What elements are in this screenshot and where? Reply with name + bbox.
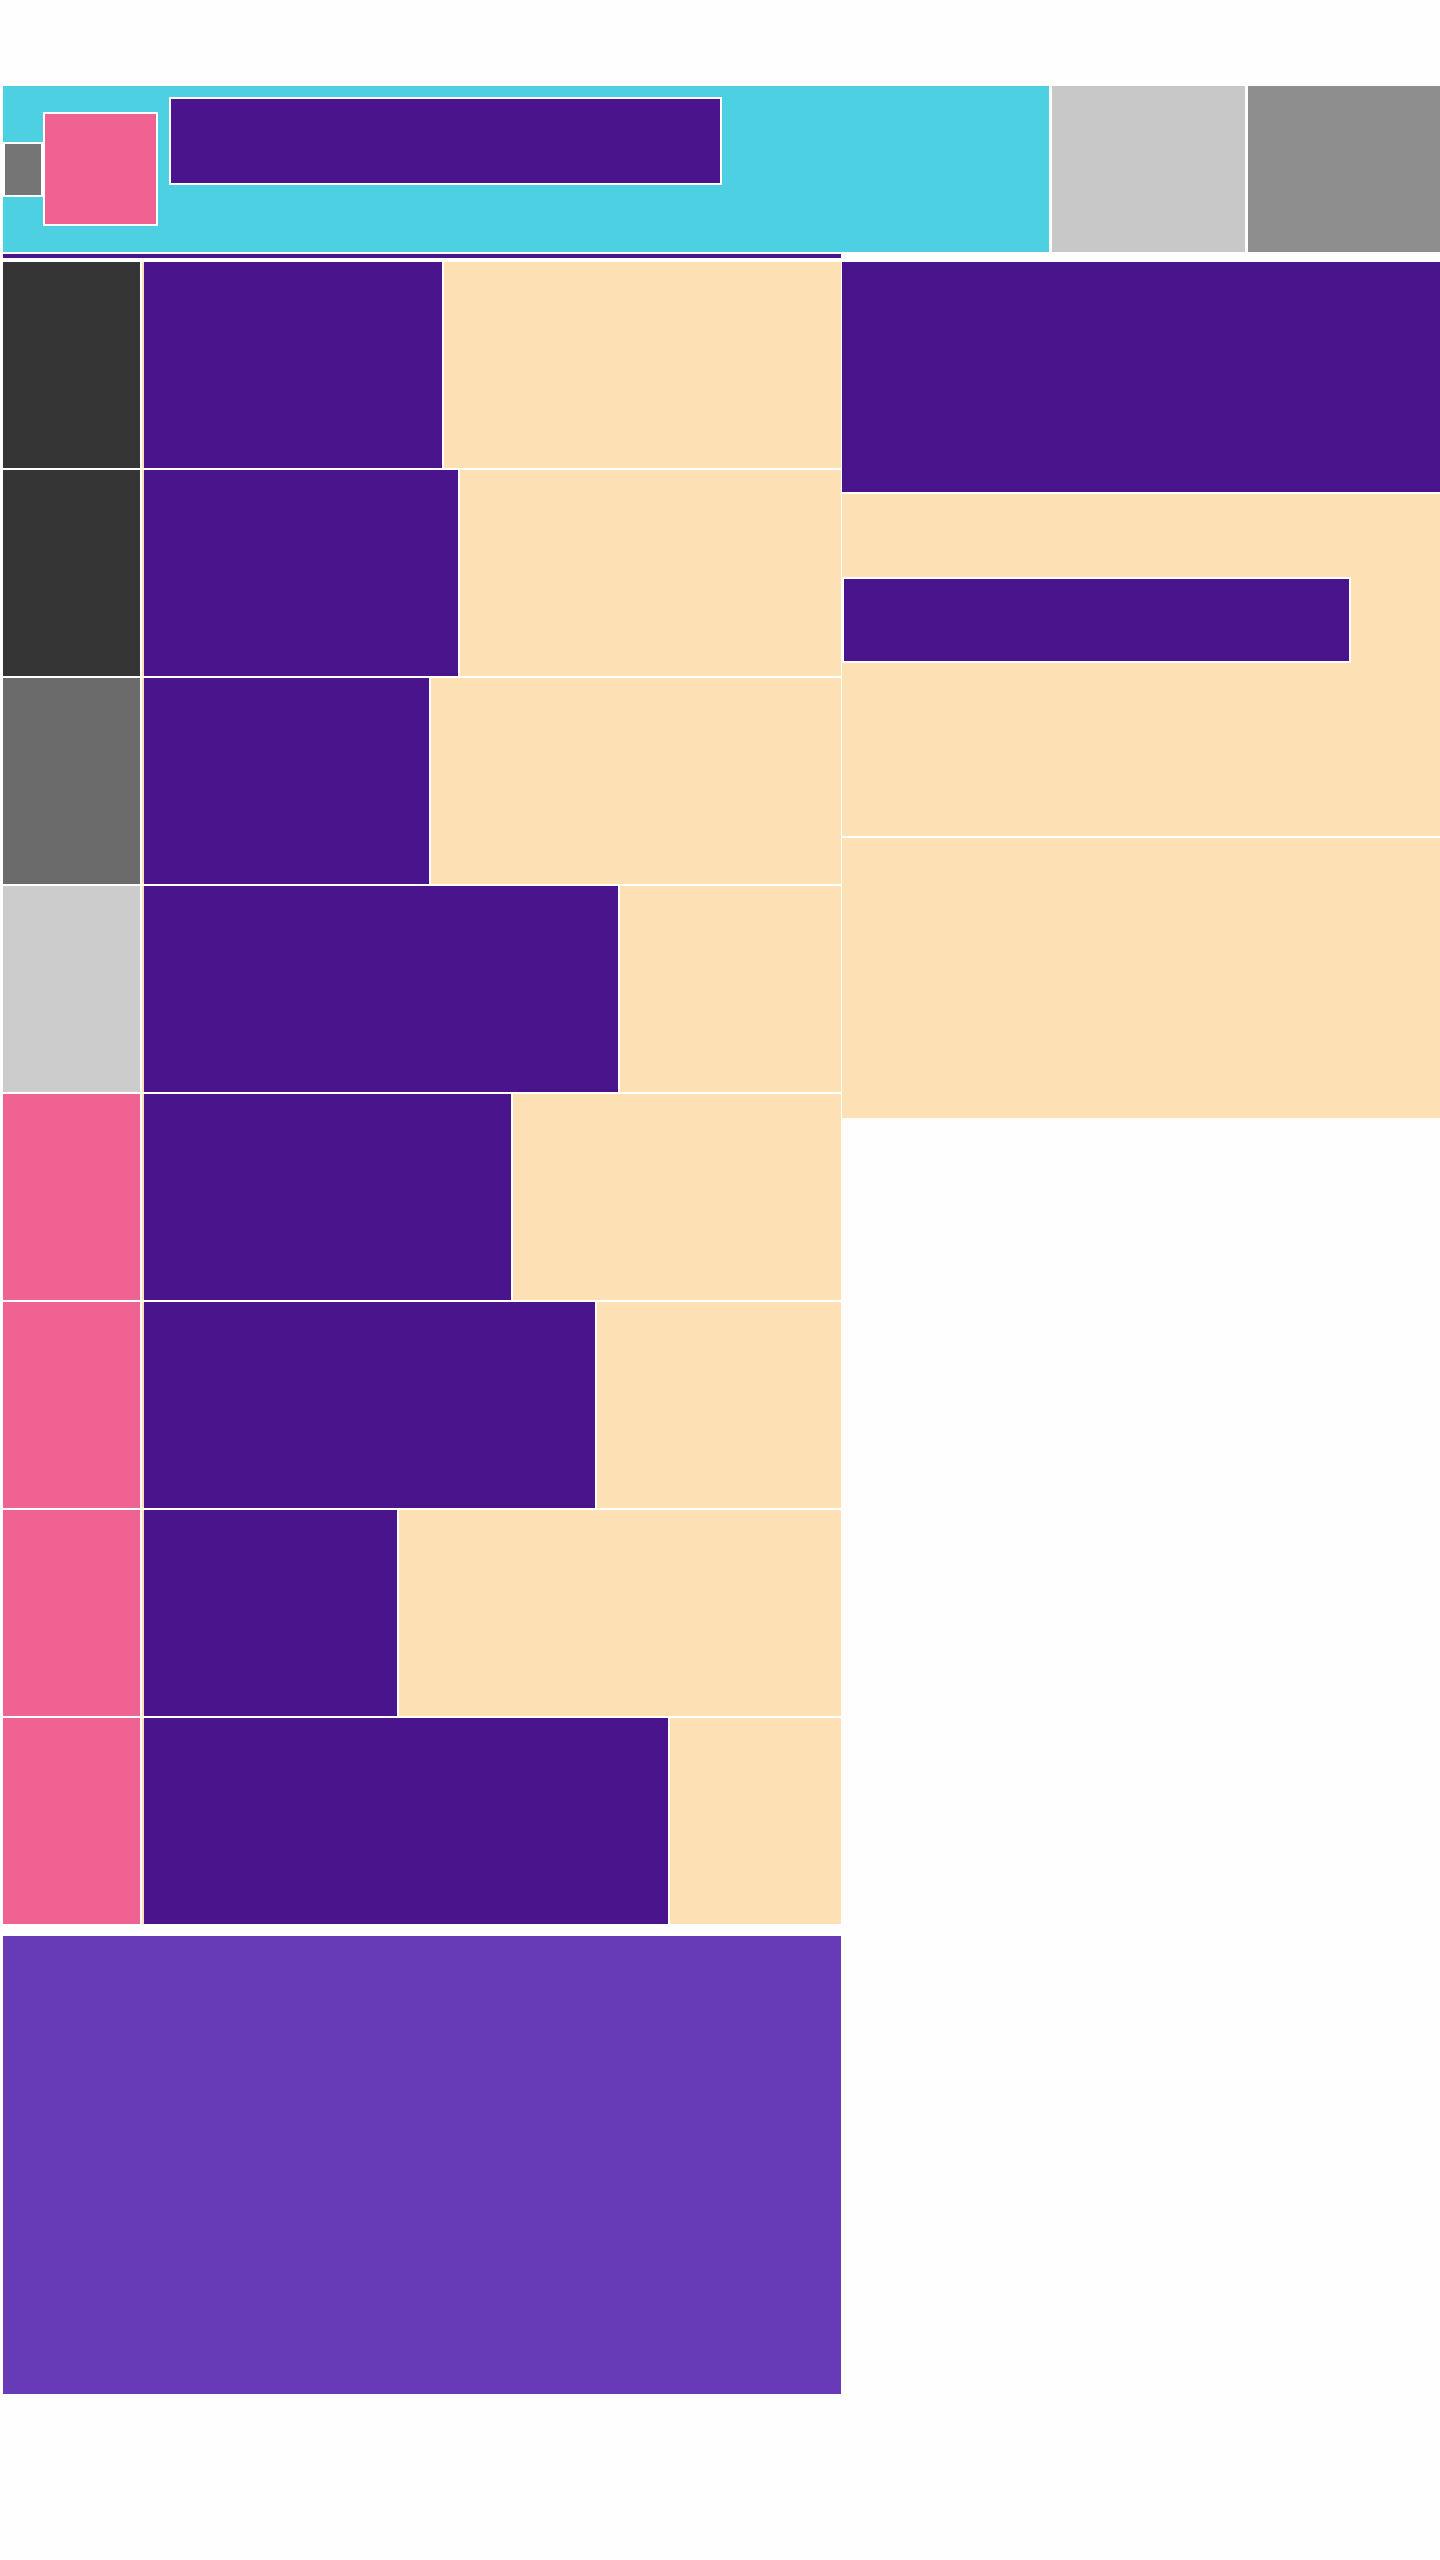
sidebar-heading (842, 262, 1440, 492)
list-item[interactable] (3, 886, 841, 1094)
sidebar-panel (842, 492, 1440, 838)
list-item[interactable] (3, 1302, 841, 1510)
item-title[interactable] (144, 1094, 513, 1300)
load-more-panel[interactable] (3, 1934, 841, 2394)
item-title[interactable] (144, 1302, 597, 1508)
item-title[interactable] (144, 1510, 399, 1716)
item-thumbnail (3, 1510, 142, 1716)
sidebar-link-button[interactable] (842, 577, 1351, 663)
item-thumbnail (3, 262, 142, 468)
item-thumbnail (3, 470, 142, 676)
item-title[interactable] (144, 678, 431, 884)
list-item[interactable] (3, 678, 841, 886)
item-thumbnail (3, 886, 142, 1092)
list-item[interactable] (3, 1718, 841, 1926)
sidebar-panel-secondary (842, 838, 1440, 1118)
list-item[interactable] (3, 470, 841, 678)
menu-button[interactable] (3, 142, 43, 197)
item-thumbnail (3, 1302, 142, 1508)
item-title[interactable] (144, 886, 620, 1092)
site-title[interactable] (169, 97, 722, 185)
header-action-button-secondary[interactable] (1245, 86, 1440, 252)
list-item[interactable] (3, 1094, 841, 1302)
item-thumbnail (3, 678, 142, 884)
list-item[interactable] (3, 262, 841, 470)
header-divider (3, 254, 841, 258)
item-title[interactable] (144, 1718, 670, 1924)
item-thumbnail (3, 1094, 142, 1300)
list-item[interactable] (3, 1510, 841, 1718)
item-thumbnail (3, 1718, 142, 1924)
site-logo[interactable] (43, 112, 158, 226)
header-action-button[interactable] (1049, 86, 1245, 252)
item-title[interactable] (144, 262, 444, 468)
item-title[interactable] (144, 470, 460, 676)
